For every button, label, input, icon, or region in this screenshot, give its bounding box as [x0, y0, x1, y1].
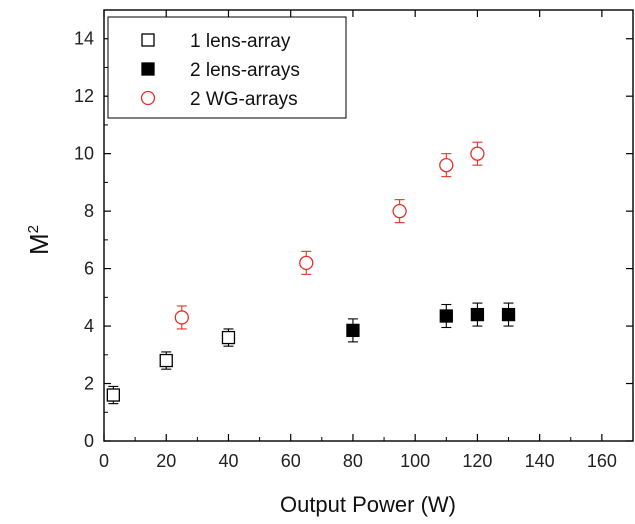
x-tick-label: 120 — [462, 451, 492, 471]
legend-label: 2 lens-arrays — [190, 60, 300, 81]
x-tick-label: 100 — [400, 451, 430, 471]
data-point — [470, 307, 485, 322]
y-axis-title-superscript: 2 — [25, 225, 42, 233]
data-point — [470, 146, 485, 161]
y-tick-label: 6 — [84, 259, 94, 279]
legend-item: 2 lens-arrays — [141, 60, 300, 81]
data-point — [439, 309, 453, 323]
data-point — [106, 388, 120, 402]
x-tick-label: 160 — [587, 451, 617, 471]
x-tick-label: 0 — [99, 451, 109, 471]
axes — [103, 9, 634, 442]
x-tick-label: 60 — [281, 451, 301, 471]
x-axis-ticks: 0 20 40 60 80 100 120 140 160 — [99, 10, 617, 471]
legend-marker — [141, 33, 155, 47]
x-tick-label: 20 — [156, 451, 176, 471]
data-point — [392, 203, 407, 219]
legend-label: 1 lens-array — [190, 31, 291, 52]
y-tick-label: 0 — [84, 431, 94, 451]
legend-item: 1 lens-array — [141, 31, 291, 52]
data-marks — [106, 141, 516, 405]
x-tick-label: 140 — [525, 451, 555, 471]
data-point — [346, 323, 360, 338]
legend-label: 2 WG-arrays — [190, 89, 298, 110]
y-tick-label: 4 — [84, 316, 94, 336]
y-tick-label: 12 — [74, 86, 94, 106]
legend-item: 2 WG-arrays — [140, 89, 298, 110]
y-axis-title: M2 — [24, 225, 54, 255]
series-1 — [106, 328, 236, 405]
y-tick-label: 8 — [84, 201, 94, 221]
y-tick-label: 10 — [74, 144, 94, 164]
legend: 1 lens-array 2 lens-arrays 2 WG-arrays — [107, 16, 347, 119]
y-axis-ticks: 0 2 4 6 8 10 12 14 — [74, 29, 633, 451]
data-point — [501, 307, 516, 322]
legend-marker — [141, 62, 155, 76]
data-point — [439, 158, 454, 173]
series-3 — [174, 141, 485, 330]
legend-marker — [140, 90, 156, 106]
y-axis-title-base: M — [24, 233, 54, 255]
x-tick-label: 80 — [343, 451, 363, 471]
x-tick-label: 40 — [218, 451, 238, 471]
data-point — [159, 353, 173, 368]
series-2 — [346, 302, 516, 343]
y-tick-label: 2 — [84, 374, 94, 394]
data-point — [174, 310, 189, 325]
x-axis-title: Output Power (W) — [280, 492, 456, 517]
data-point — [221, 330, 236, 345]
data-point — [299, 255, 314, 271]
plot-frame — [103, 9, 634, 442]
y-tick-label: 14 — [74, 29, 94, 49]
